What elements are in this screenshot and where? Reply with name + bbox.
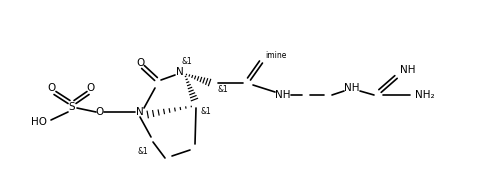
- Text: NH: NH: [275, 90, 291, 100]
- Text: imine: imine: [265, 50, 287, 59]
- Text: O: O: [87, 83, 95, 93]
- Text: NH: NH: [344, 83, 360, 93]
- Text: O: O: [96, 107, 104, 117]
- Text: &1: &1: [182, 56, 192, 65]
- Text: &1: &1: [200, 107, 211, 116]
- Text: &1: &1: [217, 85, 228, 94]
- Text: NH: NH: [400, 65, 415, 75]
- Text: HO: HO: [31, 117, 47, 127]
- Text: N: N: [136, 107, 144, 117]
- Text: NH₂: NH₂: [415, 90, 435, 100]
- Text: O: O: [137, 58, 145, 68]
- Text: S: S: [69, 102, 75, 112]
- Text: N: N: [176, 67, 184, 77]
- Text: O: O: [48, 83, 56, 93]
- Text: &1: &1: [138, 146, 148, 156]
